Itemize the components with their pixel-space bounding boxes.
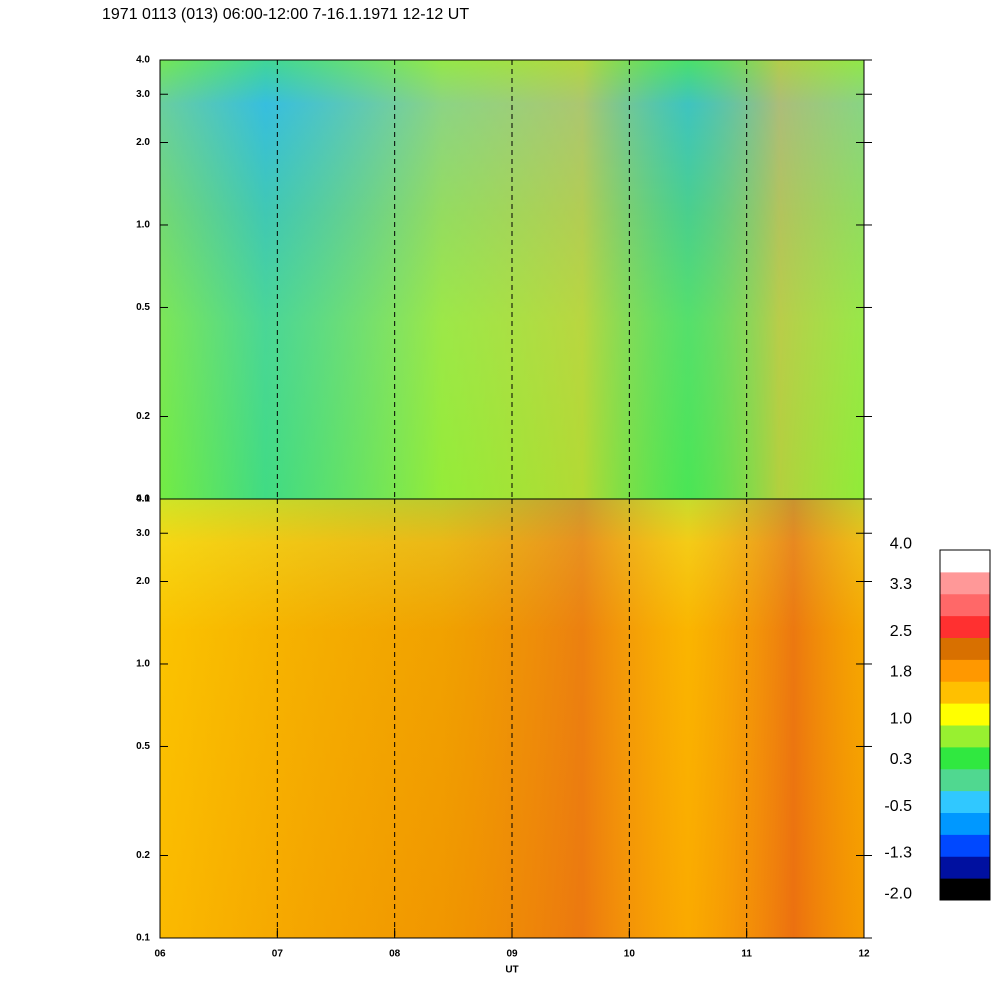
y-tick-label: 0.1 [136, 494, 150, 505]
colorbar-tick-label: 3.3 [890, 576, 912, 593]
y-tick-label: 4.0 [136, 55, 150, 66]
colorbar-swatch [940, 571, 990, 595]
colorbar-swatch [940, 768, 990, 792]
colorbar-swatch [940, 834, 990, 857]
colorbar-tick-label: 0.3 [890, 751, 912, 768]
colorbar-tick-label: 4.0 [890, 535, 912, 552]
x-tick-label: 12 [858, 949, 870, 960]
colorbar-swatch [940, 746, 990, 770]
colorbar-swatch [940, 812, 990, 835]
x-tick-label: 11 [741, 949, 752, 960]
x-tick-label: 06 [154, 949, 166, 960]
x-tick-label: 07 [272, 949, 284, 960]
colorbar-swatch [940, 593, 990, 617]
chart-title: 1971 0113 (013) 06:00-12:00 7-16.1.1971 … [102, 6, 469, 23]
x-axis-label: UT [505, 965, 518, 976]
y-tick-label: 3.0 [136, 528, 150, 539]
colorbar-swatch [940, 725, 990, 748]
y-tick-label: 2.0 [136, 137, 150, 148]
y-tick-label: 1.0 [136, 220, 150, 231]
colorbar-tick-label: -1.3 [884, 845, 912, 862]
colorbar-tick-label: 1.0 [890, 710, 912, 727]
colorbar-tick-label: 1.8 [890, 664, 912, 681]
y-tick-label: 0.2 [136, 850, 150, 861]
colorbar-tick-label: -0.5 [884, 798, 912, 815]
colorbar-swatch [940, 659, 990, 682]
colorbar-swatch [940, 681, 990, 704]
colorbar-swatch [940, 550, 990, 573]
x-tick-label: 09 [506, 949, 518, 960]
colorbar-swatch [940, 856, 990, 879]
y-tick-label: 0.5 [136, 302, 150, 313]
y-tick-label: 3.0 [136, 89, 150, 100]
y-tick-label: 0.5 [136, 741, 150, 752]
colorbar-swatch [940, 878, 990, 901]
colorbar-tick-label: 2.5 [890, 623, 912, 640]
colorbar-swatch [940, 790, 990, 813]
y-tick-label: 4.0 [136, 494, 150, 505]
colorbar-swatch [940, 703, 990, 726]
y-tick-label: 0.1 [136, 933, 150, 944]
y-tick-label: 1.0 [136, 659, 150, 670]
x-tick-label: 10 [624, 949, 636, 960]
colorbar-swatch [940, 637, 990, 660]
y-tick-label: 0.2 [136, 411, 150, 422]
x-tick-label: 08 [389, 949, 401, 960]
colorbar-tick-label: -2.0 [884, 885, 912, 902]
colorbar-frame [939, 549, 991, 901]
y-tick-label: 2.0 [136, 576, 150, 587]
colorbar-swatch [940, 615, 990, 638]
